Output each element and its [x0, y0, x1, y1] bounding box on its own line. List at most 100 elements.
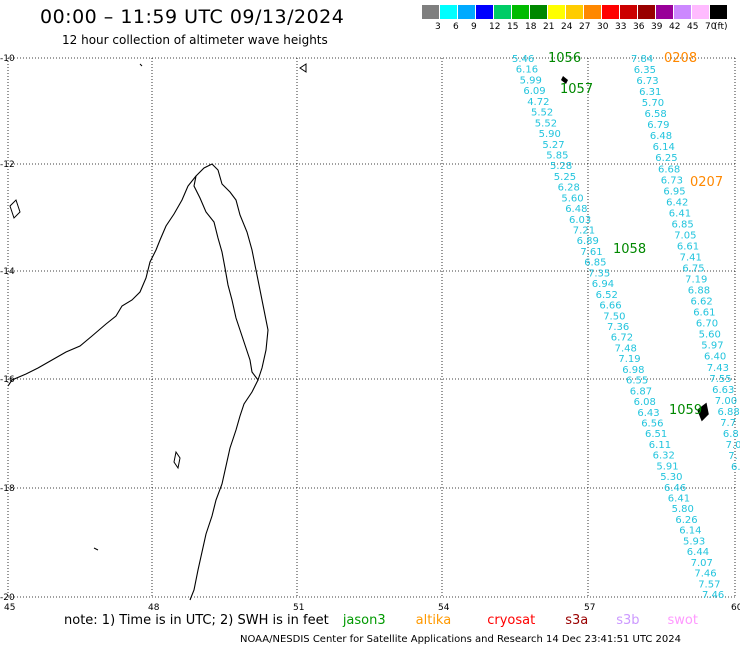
legend-swatch: [566, 5, 583, 19]
legend-swatch: [620, 5, 637, 19]
lat-lon-grid: [7, 57, 736, 598]
track-a-swh-value: 5.52: [535, 118, 557, 129]
legend-label: 42: [669, 22, 681, 32]
track-b-swh-value: 6.31: [639, 87, 661, 98]
legend-swatch: [710, 5, 727, 19]
track-b-swh-value: 7.19: [685, 275, 707, 286]
madagascar-south-coast: [189, 379, 259, 601]
lat-tick-label: -14: [0, 267, 15, 277]
track-a-swh-value: 7.07: [691, 558, 713, 569]
pass-time-label: 1056: [548, 51, 581, 66]
satellite-legend-item: cryosat: [487, 613, 536, 628]
track-a-swh-value: 6.26: [675, 515, 697, 526]
track-b-swh-value: 6.48: [650, 131, 672, 142]
satellite-legend-item: jason3: [342, 613, 386, 628]
track-b-swh-value: 6.88: [688, 286, 710, 297]
track-b-swh-value: 6.63: [712, 385, 734, 396]
legend-swatch: [638, 5, 655, 19]
track-a-swh-value: 6.41: [668, 494, 690, 505]
lat-tick-label: -10: [0, 54, 15, 64]
track-a-swh-value: 6.08: [634, 397, 656, 408]
track-a-swh-value: 7.19: [618, 354, 640, 365]
pass-time-label: 0208: [664, 51, 697, 66]
legend-label: 18: [525, 22, 537, 32]
lon-tick-label: 48: [148, 603, 160, 610]
credit-line: NOAA/NESDIS Center for Satellite Applica…: [240, 634, 682, 645]
track-b-swh-value: 7.43: [707, 363, 729, 374]
track-b-swh-value: 6.75: [682, 264, 704, 275]
track-b-swh-value: 6.25: [655, 153, 677, 164]
track-b-swh-value: 7.: [728, 451, 738, 462]
track-b-swh-value: 6.85: [672, 219, 694, 230]
lat-tick-label: -16: [0, 375, 15, 385]
track-a-swh-value: 6.98: [622, 365, 644, 376]
track-a-swh-value: 5.30: [660, 472, 682, 483]
legend-swatch: [458, 5, 475, 19]
track-a-swh-value: 4.72: [527, 97, 549, 108]
track-b-swh-value: 6.70: [696, 319, 718, 330]
pass-time-label: 1059: [669, 403, 702, 418]
note-line: note: 1) Time is in UTC; 2) SWH is in fe…: [64, 613, 698, 628]
track-a-swh-value: 5.52: [531, 108, 553, 119]
track-a-swh-value: 5.80: [672, 504, 694, 515]
track-a-swh-value: 6.28: [558, 183, 580, 194]
track-a-swh-value: 5.90: [539, 129, 561, 140]
track-b-swh-value: 6.58: [645, 109, 667, 120]
track-a-swh-value: 7.61: [580, 247, 602, 258]
legend-unit: (ft): [714, 22, 728, 32]
legend-label: 36: [633, 22, 645, 32]
legend-swatch: [422, 5, 439, 19]
track-b-swh-value: 6.62: [691, 297, 713, 308]
track-a-swh-value: 7.46: [694, 569, 716, 580]
track-b-swh-value: 7.84: [631, 54, 653, 65]
track-a-swh-value: 6.48: [565, 204, 587, 215]
islet: [173, 450, 181, 470]
legend-label: 6: [453, 22, 459, 32]
tromelin-island: [561, 76, 568, 84]
legend-label: 27: [579, 22, 591, 32]
legend-swatch: [548, 5, 565, 19]
track-a-swh-value: 5.46: [512, 54, 534, 65]
track-a-swh-value: 6.94: [592, 279, 614, 290]
track-b-swh-value: 7.05: [674, 230, 696, 241]
track-a-swh-value: 6.03: [569, 215, 591, 226]
track-a-swh-value: 7.57: [698, 579, 720, 590]
track-b-swh-value: 6.61: [693, 308, 715, 319]
track-b-swh-value: 6.88: [718, 407, 740, 418]
legend-label: 12: [489, 22, 501, 32]
legend-label: 3: [435, 22, 441, 32]
track-b-swh-value: 6.41: [669, 208, 691, 219]
lat-tick-label: -12: [0, 160, 15, 170]
madagascar-west-coast: [7, 175, 197, 387]
track-a-swh-value: 7.46: [702, 590, 724, 601]
legend-label: 24: [561, 22, 573, 32]
legend-label: 70: [705, 22, 717, 32]
satellite-list: jason3 altika cryosat s3a s3b swot: [333, 613, 698, 628]
legend-label: 39: [651, 22, 663, 32]
lon-tick-label: 60: [731, 603, 740, 610]
map-subtitle: 12 hour collection of altimeter wave hei…: [62, 33, 328, 47]
legend-swatch: [530, 5, 547, 19]
track-a-swh-value: 7.50: [603, 311, 625, 322]
track-a-swh-value: 6.16: [516, 65, 538, 76]
islet: [299, 63, 307, 73]
track-b-swh-value: 7.7: [720, 418, 736, 429]
madagascar-coastline: [193, 163, 269, 382]
track-a-swh-value: 6.52: [596, 290, 618, 301]
track-b-swh-value: 6.40: [704, 352, 726, 363]
track-a-swh-value: 6.32: [653, 451, 675, 462]
track-b-swh-value: 5.70: [642, 98, 664, 109]
legend-swatch: [494, 5, 511, 19]
legend-swatch: [476, 5, 493, 19]
track-b-swh-value: 6.61: [677, 242, 699, 253]
legend-swatch: [584, 5, 601, 19]
track-b-swh-value: 6.73: [661, 175, 683, 186]
track-a-swh-value: 6.85: [584, 258, 606, 269]
track-a-swh-value: 6.11: [649, 440, 671, 451]
islet: [139, 63, 143, 67]
lat-tick-label: -18: [0, 484, 15, 494]
track-b-swh-value: 6.73: [636, 76, 658, 87]
track-b-swh-value: 7.55: [709, 374, 731, 385]
track-a-swh-value: 5.60: [561, 193, 583, 204]
